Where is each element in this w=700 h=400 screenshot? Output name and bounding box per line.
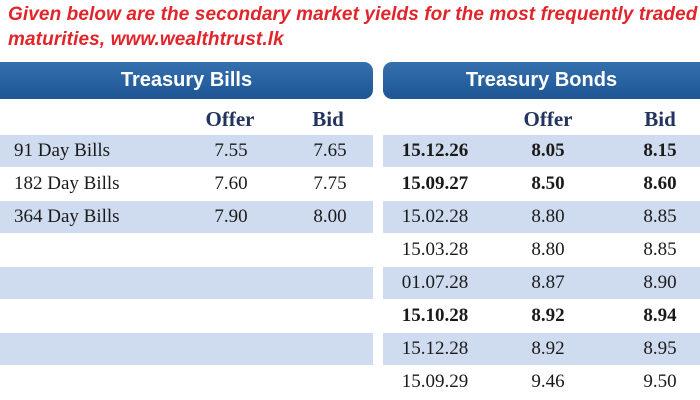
bond-bid: 8.15 [643,140,677,161]
bond-bid: 8.60 [643,173,677,194]
bond-bid: 8.95 [643,338,677,359]
bond-bid: 8.85 [643,206,677,227]
table-row: 364 Day Bills 7.90 8.00 [0,201,373,234]
bond-maturity: 15.03.28 [401,239,469,260]
bill-name: 91 Day Bills [14,140,111,161]
bonds-offer-column-header: Offer [523,107,573,131]
table-row: 15.09.29 9.46 9.50 [383,366,700,399]
table-row: 15.02.28 8.80 8.85 [383,201,700,234]
bill-name: 182 Day Bills [14,173,120,194]
bond-offer: 8.92 [531,305,565,326]
table-row: 15.10.28 8.92 8.94 [383,300,700,333]
empty-row [0,366,373,399]
bond-maturity: 01.07.28 [401,272,469,293]
bonds-column-header-row: Offer Bid [383,105,700,135]
table-row: 15.03.28 8.80 8.85 [383,234,700,267]
treasury-bonds-header: Treasury Bonds [383,62,700,99]
bond-offer: 8.92 [531,338,565,359]
bonds-bid-column-header: Bid [644,107,676,131]
bond-maturity: 15.02.28 [401,206,469,227]
bond-maturity: 15.12.28 [401,338,469,359]
bond-maturity: 15.09.27 [401,173,469,194]
bond-bid: 8.90 [643,272,677,293]
bond-offer: 8.87 [531,272,565,293]
table-row: 01.07.28 8.87 8.90 [383,267,700,300]
empty-row [0,267,373,300]
empty-row [0,300,373,333]
table-row: 182 Day Bills 7.60 7.75 [0,168,373,201]
bond-bid: 8.85 [643,239,677,260]
table-row: 15.09.27 8.50 8.60 [383,168,700,201]
bond-maturity: 15.09.29 [401,371,469,392]
bond-maturity: 15.12.26 [401,140,469,161]
bond-offer: 8.05 [531,140,565,161]
bill-offer: 7.60 [214,173,248,194]
bond-offer: 8.80 [531,239,565,260]
treasury-bonds-table: Offer Bid 15.12.26 8.05 8.15 15.09.27 8.… [383,105,700,399]
table-row: 91 Day Bills 7.55 7.65 [0,135,373,168]
table-row: 15.12.26 8.05 8.15 [383,135,700,168]
bond-bid: 9.50 [643,371,677,392]
bond-offer: 8.80 [531,206,565,227]
caption-text: Given below are the secondary market yie… [8,4,698,50]
empty-row [0,333,373,366]
empty-row [0,234,373,267]
bill-offer: 7.90 [214,206,248,227]
bill-bid: 7.75 [313,173,347,194]
bill-offer: 7.55 [214,140,248,161]
treasury-bills-header: Treasury Bills [0,62,373,99]
bills-offer-column-header: Offer [205,107,255,131]
bill-bid: 7.65 [313,140,347,161]
bond-maturity: 15.10.28 [401,305,469,326]
treasury-bills-table: Offer Bid 91 Day Bills 7.55 7.65 182 Day… [0,105,373,399]
bill-bid: 8.00 [313,206,347,227]
bill-name: 364 Day Bills [14,206,120,227]
bond-offer: 8.50 [531,173,565,194]
bond-offer: 9.46 [531,371,565,392]
bond-bid: 8.94 [643,305,677,326]
table-row: 15.12.28 8.92 8.95 [383,333,700,366]
bills-column-header-row: Offer Bid [0,105,373,135]
bills-bid-column-header: Bid [312,107,344,131]
